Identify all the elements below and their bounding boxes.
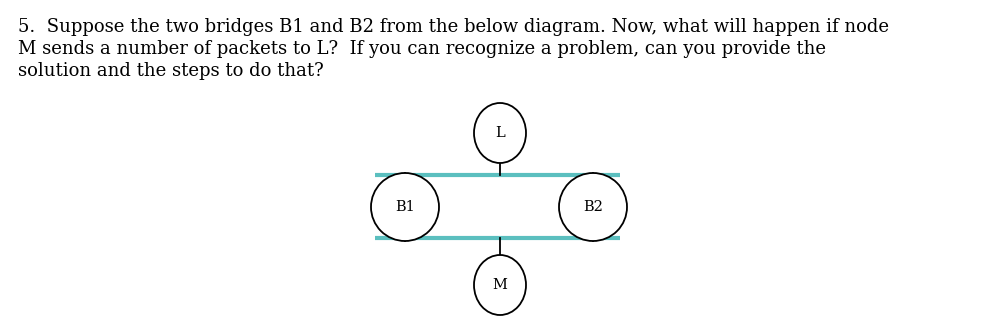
Text: L: L <box>495 126 505 140</box>
Ellipse shape <box>559 173 627 241</box>
Text: B1: B1 <box>395 200 415 214</box>
Text: M sends a number of packets to L?  If you can recognize a problem, can you provi: M sends a number of packets to L? If you… <box>18 40 826 58</box>
Ellipse shape <box>371 173 439 241</box>
Text: M: M <box>493 278 507 292</box>
Ellipse shape <box>474 255 526 315</box>
Ellipse shape <box>474 103 526 163</box>
Text: 5.  Suppose the two bridges B1 and B2 from the below diagram. Now, what will hap: 5. Suppose the two bridges B1 and B2 fro… <box>18 18 889 36</box>
Text: solution and the steps to do that?: solution and the steps to do that? <box>18 62 324 80</box>
Text: B2: B2 <box>583 200 603 214</box>
